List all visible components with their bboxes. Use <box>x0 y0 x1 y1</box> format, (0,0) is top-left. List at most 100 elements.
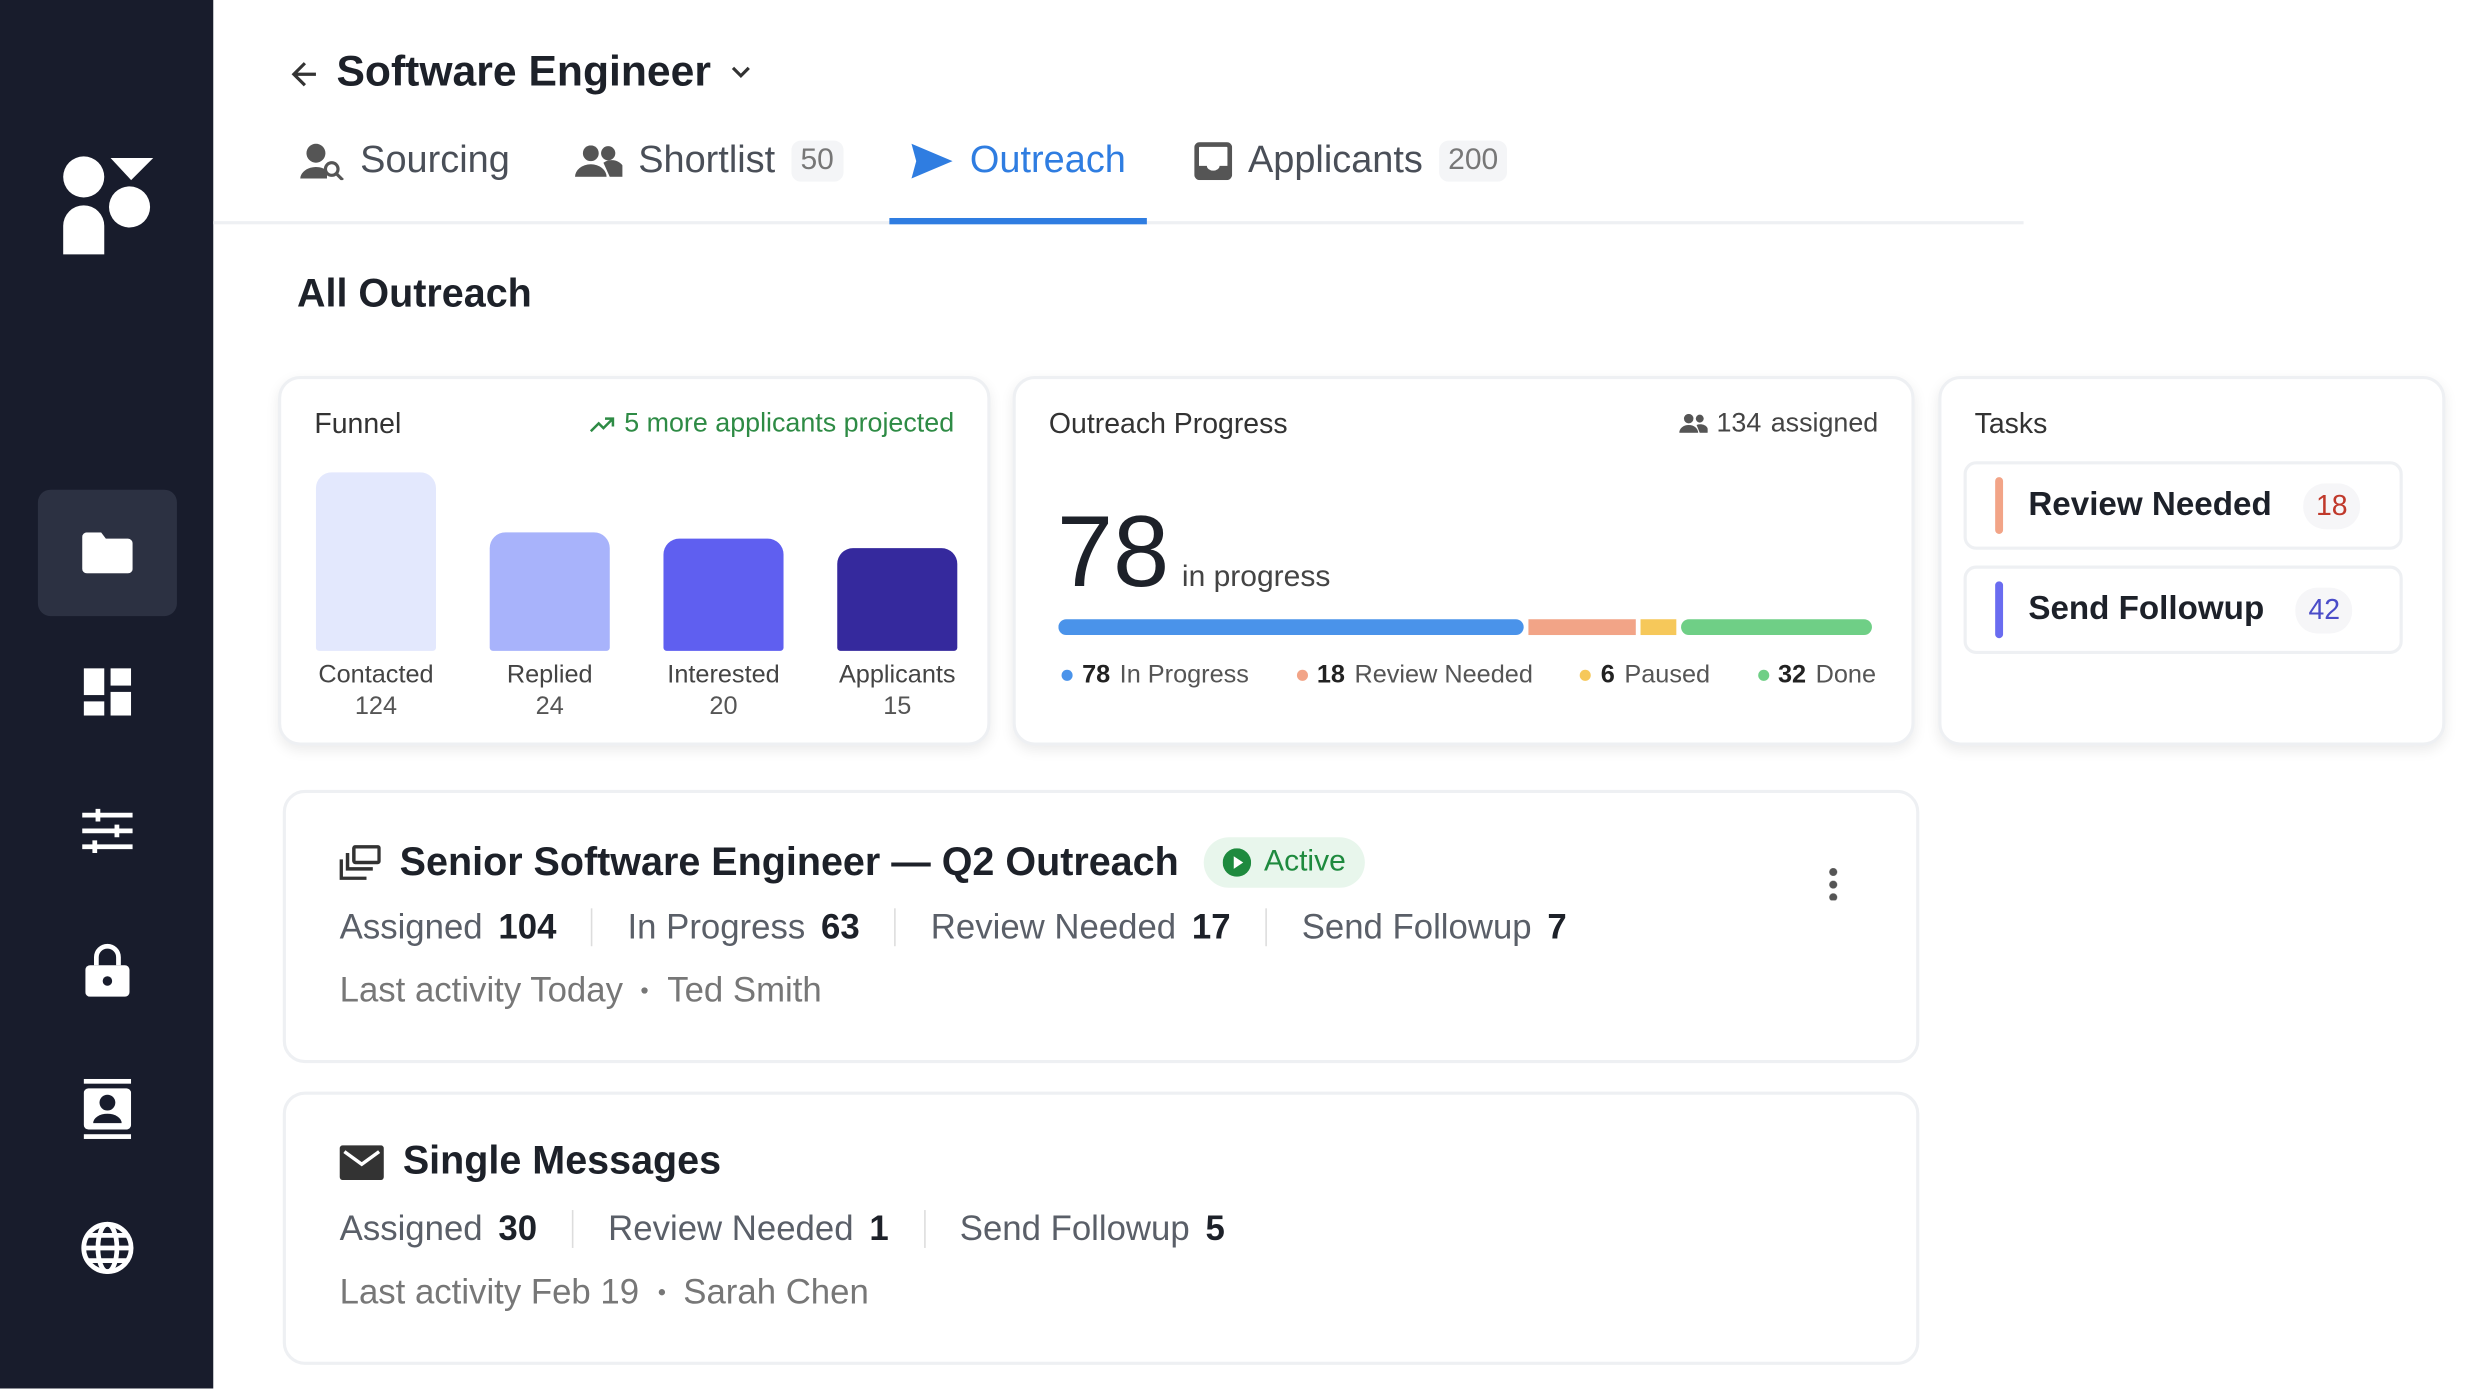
funnel-value: 124 <box>354 693 398 721</box>
task[interactable]: Send Followup 42 <box>1963 565 2403 654</box>
legend-label: Review Needed <box>1354 661 1533 688</box>
activity-text: Last activity Today <box>339 969 623 1010</box>
tab-count: 200 <box>1438 140 1508 182</box>
campaign-stats: Assigned 30 Review Needed 1 Send Followup 5 <box>340 1208 1225 1249</box>
last-activity: Last activity Feb 19 Sarah Chen <box>340 1272 869 1313</box>
stat-label: In Progress <box>627 906 806 947</box>
tab-count: 50 <box>790 140 844 182</box>
progress-segment <box>1681 619 1872 636</box>
campaign-header: Senior Software Engineer — Q2 Outreach Ac… <box>339 837 1365 888</box>
stat-value: 17 <box>1191 906 1231 947</box>
funnel-bar <box>663 538 784 651</box>
funnel-title: Funnel <box>314 407 402 440</box>
tab[interactable]: Outreach <box>910 136 1126 187</box>
legend-label: Done <box>1815 661 1877 688</box>
task-count: 42 <box>2295 586 2353 633</box>
funnel-bar <box>837 548 958 651</box>
activity-text: Last activity Feb 19 <box>339 1271 640 1312</box>
legend-value: 78 <box>1082 661 1111 688</box>
tab-indicator <box>889 217 1147 225</box>
legend-item: 18 Review Needed <box>1296 661 1533 689</box>
progress-title: Outreach Progress <box>1048 407 1288 440</box>
in-progress: 78 in progress <box>1057 493 1331 610</box>
legend-value: 32 <box>1778 661 1807 688</box>
tasks-card: Tasks Review Needed 18 Send Followup 42 <box>1938 375 2446 746</box>
task-marker <box>1995 477 2004 534</box>
nav-filters[interactable] <box>38 768 177 894</box>
job-title[interactable]: Software Engineer <box>336 47 752 96</box>
in-progress-count: 78 <box>1056 494 1170 609</box>
bullet <box>658 1289 665 1296</box>
tab[interactable]: Applicants 200 <box>1194 136 1508 187</box>
legend-item: 78 In Progress <box>1061 661 1249 689</box>
stat-separator <box>894 908 897 947</box>
legend-value: 18 <box>1316 661 1345 688</box>
task[interactable]: Review Needed 18 <box>1963 461 2403 550</box>
funnel-label: Interested <box>667 661 780 689</box>
tab[interactable]: Sourcing <box>300 136 510 187</box>
more-menu[interactable] <box>1829 865 1838 901</box>
stat-separator <box>923 1210 926 1248</box>
back-arrow[interactable] <box>291 60 319 88</box>
tab-label: Outreach <box>969 139 1126 182</box>
nav-lock[interactable] <box>38 907 177 1033</box>
funnel-card: Funnel 5 more applicants projected Conta… <box>278 375 991 746</box>
tab[interactable]: Shortlist 50 <box>575 136 844 187</box>
stat-label: Review Needed <box>930 906 1177 947</box>
stat-value: 1 <box>869 1208 889 1248</box>
funnel-stage: Contacted 124 <box>305 660 447 723</box>
legend-dot <box>1580 669 1592 681</box>
logo <box>63 156 154 255</box>
funnel-stage: Interested 20 <box>652 660 794 723</box>
nav-globe[interactable] <box>38 1185 177 1311</box>
funnel-bar <box>315 472 436 651</box>
task-label: Review Needed <box>2028 486 2272 523</box>
funnel-bar <box>489 532 610 651</box>
stat-value: 63 <box>821 906 860 947</box>
legend-dot <box>1296 669 1308 681</box>
stat-separator <box>571 1210 574 1248</box>
funnel-label: Contacted <box>318 661 434 689</box>
in-progress-label: in progress <box>1181 560 1331 594</box>
campaign-stats: Assigned 104 In Progress 63 Review Needed 17 S… <box>340 907 1567 948</box>
projection: 5 more applicants projected <box>589 408 954 440</box>
assigned-label: assigned <box>1770 407 1879 438</box>
stat-label: Send Followup <box>959 1208 1190 1248</box>
job-title-text: Software Engineer <box>336 47 711 95</box>
legend-dot <box>1757 669 1769 681</box>
progress-segment <box>1058 619 1524 636</box>
assigned-count: 134 <box>1716 407 1762 438</box>
campaign-card[interactable]: Senior Software Engineer — Q2 Outreach Ac… <box>282 789 1920 1064</box>
legend-label: Paused <box>1624 661 1711 688</box>
tab-label: Shortlist <box>638 139 776 182</box>
legend-item: 32 Done <box>1757 661 1876 689</box>
funnel-label: Applicants <box>838 661 956 689</box>
progress-segment <box>1640 619 1677 636</box>
campaign-card[interactable]: Single Messages Assigned 30 Review Needed 1 S… <box>282 1091 1920 1365</box>
stat-value: 30 <box>498 1208 538 1248</box>
legend-dot <box>1061 669 1073 681</box>
task-label: Send Followup <box>2028 590 2265 628</box>
stat-value: 5 <box>1205 1208 1225 1248</box>
stat-label: Assigned <box>339 906 483 947</box>
stat-separator <box>591 908 593 947</box>
task-count: 18 <box>2303 482 2361 529</box>
stat-separator <box>1265 908 1267 947</box>
nav-folder[interactable] <box>37 489 177 617</box>
owner: Sarah Chen <box>683 1271 869 1312</box>
sidebar <box>0 0 214 1389</box>
nav-contacts[interactable] <box>38 1046 177 1172</box>
funnel-label: Replied <box>506 661 593 689</box>
tab-label: Applicants <box>1247 139 1423 182</box>
progress-segment <box>1528 619 1636 636</box>
stat-label: Review Needed <box>608 1208 854 1248</box>
status-text: Active <box>1264 845 1346 879</box>
funnel-stage: Replied 24 <box>479 660 621 723</box>
nav-dashboard[interactable] <box>38 629 177 755</box>
tasks-title: Tasks <box>1974 407 2048 440</box>
assigned: 134 assigned <box>1678 407 1879 440</box>
progress-card: Outreach Progress 134 assigned 78 in progr… <box>1012 375 1915 746</box>
status-badge: Active <box>1204 837 1365 888</box>
stat-value: 7 <box>1547 906 1567 947</box>
